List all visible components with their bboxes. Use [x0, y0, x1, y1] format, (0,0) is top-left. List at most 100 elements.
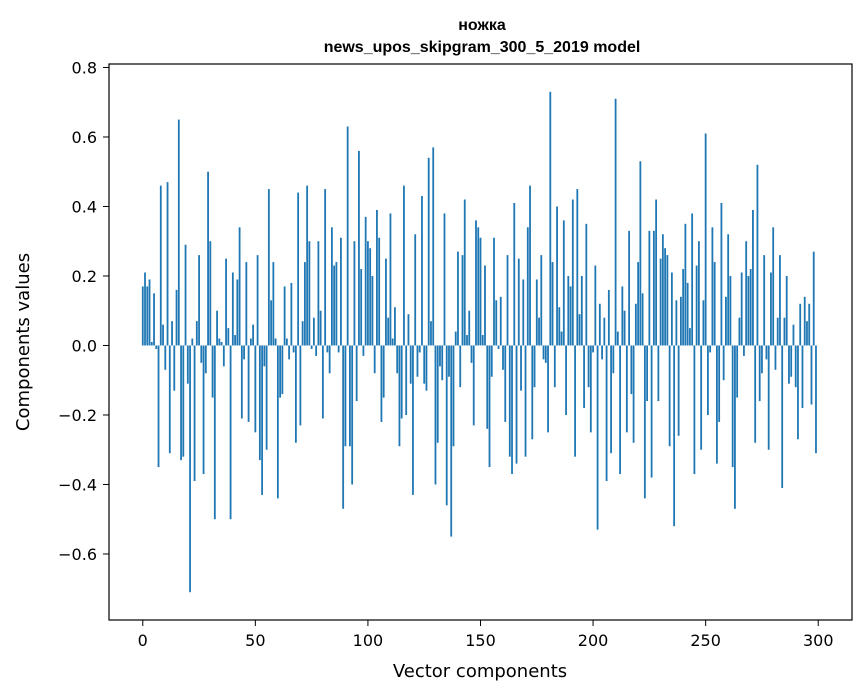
bar-99 — [364, 216, 367, 346]
bar-172 — [529, 185, 531, 346]
bar-26 — [200, 345, 203, 363]
bar-79 — [319, 310, 322, 346]
bar-37 — [225, 258, 227, 346]
bar-197 — [585, 223, 588, 346]
bar-101 — [369, 248, 372, 346]
bar-155 — [490, 345, 493, 377]
bar-86 — [335, 262, 338, 346]
bar-207 — [607, 289, 610, 346]
bar-179 — [544, 345, 547, 363]
bar-158 — [497, 345, 500, 349]
bar-81 — [324, 189, 327, 346]
bar-288 — [790, 345, 793, 377]
bar-91 — [346, 126, 349, 346]
bar-225 — [648, 230, 651, 346]
bar-237 — [675, 300, 678, 346]
bar-272 — [754, 345, 757, 443]
bar-196 — [583, 345, 585, 409]
bar-15 — [175, 289, 178, 346]
bars-group — [141, 91, 817, 593]
bar-210 — [614, 98, 617, 346]
bar-45 — [243, 345, 245, 360]
bar-246 — [695, 265, 698, 346]
bar-118 — [407, 314, 410, 346]
bar-24 — [195, 321, 198, 346]
bar-281 — [774, 345, 777, 370]
bar-114 — [398, 345, 401, 447]
bar-156 — [493, 237, 495, 346]
bar-253 — [711, 227, 714, 346]
bar-151 — [481, 335, 484, 346]
bar-257 — [720, 203, 723, 346]
chart-subtitle: news_upos_skipgram_300_5_2019 model — [324, 39, 641, 56]
y-tick-label: 0.6 — [72, 128, 97, 147]
x-tick-label: 0 — [138, 631, 148, 650]
bar-1 — [144, 272, 146, 346]
bar-146 — [470, 345, 473, 363]
bar-36 — [222, 345, 225, 367]
x-axis-ticks: 0 50 100 150 200 250 300 — [138, 620, 834, 650]
bar-76 — [312, 317, 315, 346]
bar-70 — [299, 345, 302, 426]
bar-230 — [659, 258, 662, 346]
bar-273 — [756, 164, 759, 346]
bar-165 — [513, 203, 516, 346]
bar-14 — [173, 345, 176, 391]
bar-277 — [765, 345, 768, 360]
bar-88 — [340, 237, 342, 346]
bar-30 — [209, 241, 212, 346]
bar-142 — [461, 255, 464, 346]
bar-278 — [767, 345, 770, 450]
bar-12 — [168, 345, 171, 454]
y-tick-label: 0.2 — [72, 267, 97, 286]
y-tick-label: −0.4 — [58, 475, 97, 494]
bar-116 — [403, 185, 405, 346]
bar-98 — [362, 345, 365, 356]
bar-78 — [317, 241, 320, 346]
bar-173 — [531, 345, 534, 440]
bar-174 — [533, 345, 536, 388]
bar-190 — [569, 286, 572, 346]
bar-31 — [211, 345, 214, 398]
bar-166 — [515, 345, 518, 464]
bar-182 — [551, 262, 554, 346]
bar-270 — [749, 269, 752, 346]
bar-167 — [517, 258, 520, 346]
bar-238 — [677, 345, 680, 436]
bar-28 — [204, 345, 207, 374]
bar-212 — [619, 345, 621, 475]
bar-41 — [234, 335, 236, 346]
bar-44 — [240, 345, 243, 419]
bar-183 — [553, 345, 556, 388]
bar-20 — [186, 345, 189, 384]
bar-204 — [601, 345, 603, 360]
bar-242 — [686, 282, 689, 346]
x-tick-label: 250 — [690, 631, 721, 650]
bar-130 — [434, 345, 437, 485]
bar-226 — [650, 345, 653, 478]
bar-175 — [535, 279, 538, 346]
bar-186 — [560, 331, 563, 346]
bar-154 — [488, 345, 491, 468]
bar-111 — [391, 338, 394, 346]
bar-251 — [707, 345, 709, 415]
bar-150 — [479, 237, 482, 346]
y-axis-label: Components values — [13, 253, 34, 431]
bar-200 — [592, 345, 594, 353]
bar-19 — [184, 244, 187, 346]
bar-104 — [376, 209, 378, 346]
bar-163 — [508, 345, 511, 457]
bar-112 — [394, 307, 396, 346]
bar-49 — [252, 324, 254, 346]
y-tick-label: 0.8 — [72, 58, 97, 77]
bar-56 — [267, 189, 270, 346]
bar-96 — [358, 150, 360, 346]
bar-161 — [504, 345, 507, 422]
bar-294 — [803, 296, 806, 346]
bar-22 — [191, 338, 194, 346]
bar-181 — [549, 91, 552, 346]
bar-141 — [459, 345, 462, 388]
bar-177 — [540, 255, 543, 346]
bar-143 — [463, 199, 466, 346]
